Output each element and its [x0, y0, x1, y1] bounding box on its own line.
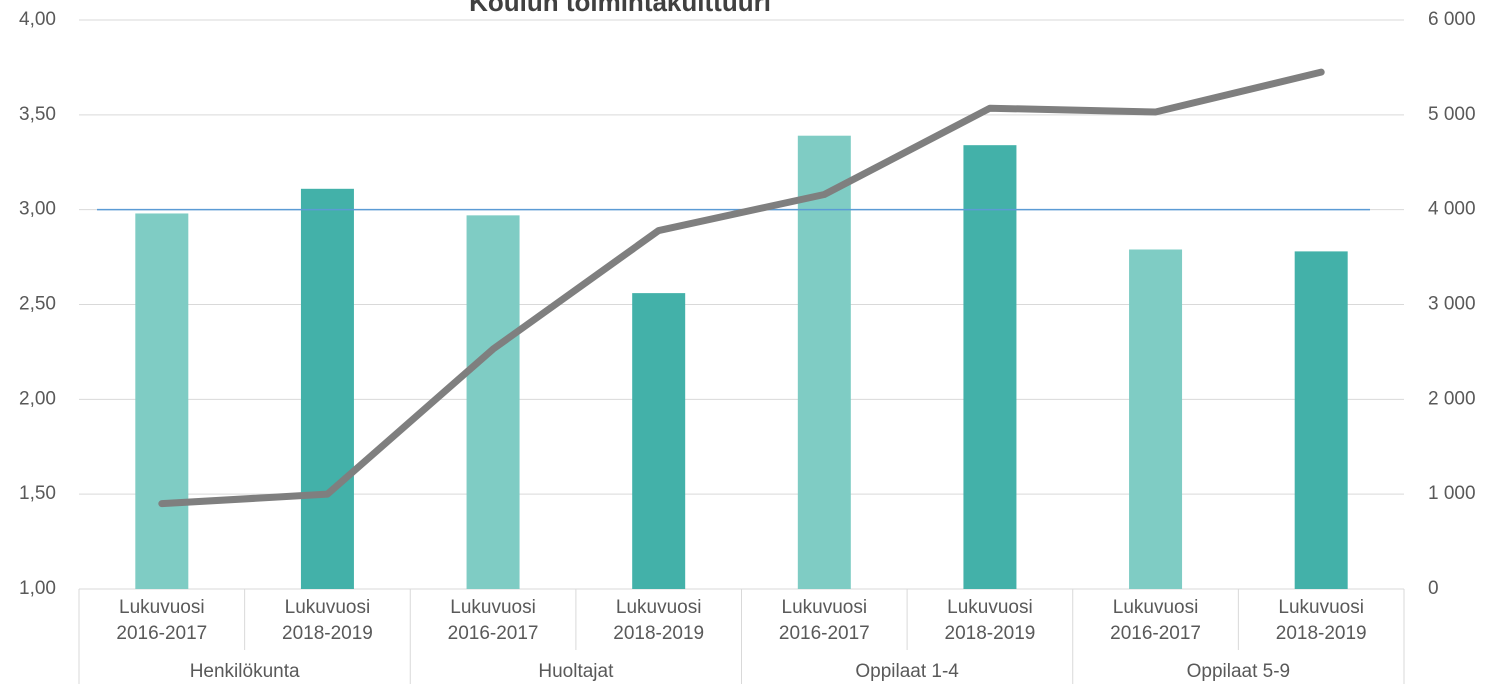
- x-tick-label: 2016-2017: [116, 623, 207, 644]
- line: [158, 68, 1325, 508]
- bar: [632, 293, 686, 589]
- chart-title: Koulun toimintakulttuuri: [469, 0, 771, 17]
- x-tick-label: Lukuvuosi: [782, 597, 868, 618]
- y2-tick-label: 5 000: [1428, 104, 1476, 125]
- x-tick-label: Lukuvuosi: [947, 597, 1033, 618]
- y-tick-label: 3,00: [19, 199, 56, 220]
- x-tick-label: Lukuvuosi: [1278, 597, 1364, 618]
- bar: [300, 188, 354, 589]
- x-tick-label: 2018-2019: [282, 623, 373, 644]
- x-tick-label: Lukuvuosi: [616, 597, 702, 618]
- bar: [1294, 251, 1348, 590]
- x-tick-label: 2016-2017: [779, 623, 870, 644]
- y2-tick-label: 6 000: [1428, 9, 1476, 30]
- x-tick-label: 2016-2017: [448, 623, 539, 644]
- x-tick-label: 2016-2017: [1110, 623, 1201, 644]
- bar: [797, 135, 851, 590]
- group-label: Oppilaat 1-4: [855, 661, 959, 682]
- y-tick-label: 1,50: [19, 483, 56, 504]
- x-tick-label: 2018-2019: [613, 623, 704, 644]
- bar: [1129, 249, 1183, 589]
- y-tick-label: 4,00: [19, 9, 56, 30]
- x-tick-label: 2018-2019: [1276, 623, 1367, 644]
- y2-tick-label: 0: [1428, 578, 1439, 599]
- group-label: Henkilökunta: [190, 661, 300, 682]
- x-tick-label: Lukuvuosi: [285, 597, 371, 618]
- y2-tick-label: 3 000: [1428, 294, 1476, 315]
- x-tick-label: Lukuvuosi: [450, 597, 536, 618]
- y2-tick-label: 2 000: [1428, 388, 1476, 409]
- y-tick-label: 2,00: [19, 388, 56, 409]
- y-tick-label: 1,00: [19, 578, 56, 599]
- bar: [466, 215, 520, 589]
- bar: [963, 145, 1017, 589]
- y2-tick-label: 1 000: [1428, 483, 1476, 504]
- x-tick-label: 2018-2019: [945, 623, 1036, 644]
- y2-tick-label: 4 000: [1428, 199, 1476, 220]
- group-label: Huoltajat: [538, 661, 614, 682]
- y-tick-label: 3,50: [19, 104, 56, 125]
- x-tick-label: Lukuvuosi: [119, 597, 205, 618]
- bar: [135, 213, 189, 589]
- x-tick-label: Lukuvuosi: [1113, 597, 1199, 618]
- y-tick-label: 2,50: [19, 294, 56, 315]
- group-label: Oppilaat 5-9: [1187, 661, 1291, 682]
